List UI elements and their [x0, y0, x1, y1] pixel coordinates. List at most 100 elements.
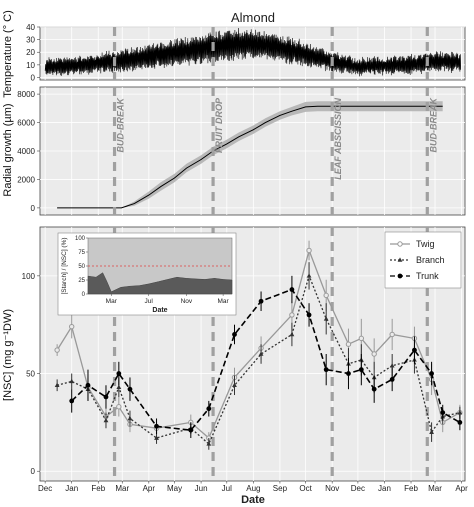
data-point: [54, 382, 60, 388]
x-tick-label: Mar: [428, 484, 442, 493]
event-label: LEAF ABSCISSION: [333, 98, 343, 180]
inset-y-ticks: 0 25 50 75 100: [75, 236, 88, 298]
x-tick-label: Jan: [378, 484, 391, 493]
data-point: [116, 371, 122, 376]
inset-y-tick-label: 75: [78, 250, 85, 256]
x-tick-label: Jan: [65, 484, 78, 493]
legend-label: Twig: [416, 239, 435, 249]
legend-marker: [397, 257, 403, 262]
event-label: BUD-BREAK: [428, 97, 438, 153]
x-tick-label: Sep: [273, 484, 288, 493]
data-point: [154, 435, 159, 440]
x-tick-label: Jun: [195, 484, 208, 493]
data-point: [188, 427, 194, 433]
legend-item-branch: Branch: [390, 255, 445, 265]
event-label: BUD-BREAK: [116, 97, 126, 153]
x-tick-label: Aug: [246, 484, 260, 493]
chart-title: Almond: [231, 10, 275, 25]
x-tick-label: Apr: [455, 484, 468, 493]
data-point: [457, 419, 463, 425]
y-tick-label: 2000: [17, 175, 35, 184]
data-point: [103, 394, 109, 400]
nsc-series-group: [54, 240, 463, 450]
inset-y-label: [Starch] / [NSC] (%): [61, 237, 68, 294]
nsc-x-ticks: Dec Jan Feb Mar Apr May Jun Jul Aug Sep Oct Nov Dec J…: [38, 481, 468, 493]
data-point: [232, 382, 237, 388]
y-tick-label: 30: [26, 36, 35, 45]
growth-y-ticks: 0 2000 4000 6000 8000: [17, 90, 40, 213]
temperature-y-label: Temperature (° C): [2, 10, 14, 98]
data-point: [358, 335, 365, 342]
data-point: [306, 312, 312, 318]
data-point: [127, 415, 133, 421]
data-point: [127, 386, 133, 392]
data-point: [232, 332, 237, 337]
data-point: [457, 410, 463, 415]
data-point: [306, 273, 312, 278]
data-point: [389, 363, 395, 368]
inset-y-tick-label: 100: [75, 236, 86, 242]
data-point: [103, 417, 109, 423]
y-tick-label: 6000: [17, 119, 35, 128]
data-point: [429, 429, 434, 434]
x-tick-label: Dec: [38, 484, 52, 493]
data-point: [206, 406, 212, 412]
data-point: [323, 367, 329, 373]
inset-x-tick-label: Mar: [106, 298, 118, 305]
y-tick-label: 4000: [17, 147, 35, 156]
legend-label: Branch: [416, 255, 445, 265]
growth-event-labels: BUD-BREAK FRUIT DROP LEAF ABSCISSION BUD-BR…: [116, 97, 439, 180]
data-point: [323, 292, 329, 299]
growth-series: [57, 105, 443, 209]
y-tick-label: 0: [31, 467, 36, 476]
data-point: [54, 347, 60, 353]
data-point: [440, 410, 446, 416]
y-tick-label: 40: [26, 23, 35, 32]
data-point: [323, 316, 329, 321]
inset-x-ticks: Mar Jul Nov Mar: [106, 294, 230, 305]
x-tick-label: Feb: [404, 484, 418, 493]
series-twig: [54, 240, 463, 444]
series-line: [56, 273, 461, 445]
y-tick-label: 50: [26, 370, 35, 379]
data-point: [429, 371, 434, 376]
series-branch: [54, 262, 463, 450]
temperature-panel: Almond 0 10 20 30 40 Temperature (° C): [2, 10, 466, 98]
data-point: [206, 441, 212, 446]
growth-event-lines: [112, 87, 429, 215]
data-point: [154, 423, 159, 429]
legend-marker: [397, 241, 403, 247]
temperature-y-ticks: 0 10 20 30 40: [26, 23, 40, 82]
growth-panel: 0 2000 4000 6000 8000 BUD-BREAK FRUIT DROP LEA…: [2, 86, 466, 216]
series-line: [56, 248, 461, 440]
data-point: [258, 351, 264, 356]
data-point: [258, 298, 264, 304]
data-point: [389, 331, 395, 338]
data-point: [358, 367, 364, 373]
legend-label: Trunk: [416, 271, 439, 281]
inset-y-tick-label: 0: [82, 292, 86, 298]
x-tick-label: May: [167, 484, 182, 493]
data-point: [289, 331, 295, 337]
y-tick-label: 100: [22, 272, 36, 281]
inset-starch-area: [87, 272, 233, 295]
event-label: FRUIT DROP: [214, 97, 224, 153]
series-trunk: [69, 275, 463, 439]
data-point: [346, 371, 351, 376]
data-point: [85, 382, 91, 388]
x-tick-label: Feb: [91, 484, 105, 493]
legend-marker: [397, 273, 403, 279]
data-point: [289, 312, 295, 318]
data-point: [371, 386, 377, 392]
x-tick-label: Dec: [351, 484, 365, 493]
inset-x-tick-label: Nov: [181, 298, 193, 305]
growth-grid: [40, 87, 465, 215]
legend-item-trunk: Trunk: [390, 271, 439, 281]
inset-y-tick-label: 25: [78, 278, 85, 284]
inset-x-label: Date: [152, 307, 167, 314]
data-point: [116, 404, 122, 410]
nsc-y-label: [NSC] (mg g⁻¹DW): [2, 309, 14, 401]
y-tick-label: 8000: [17, 90, 35, 99]
data-point: [289, 287, 295, 292]
